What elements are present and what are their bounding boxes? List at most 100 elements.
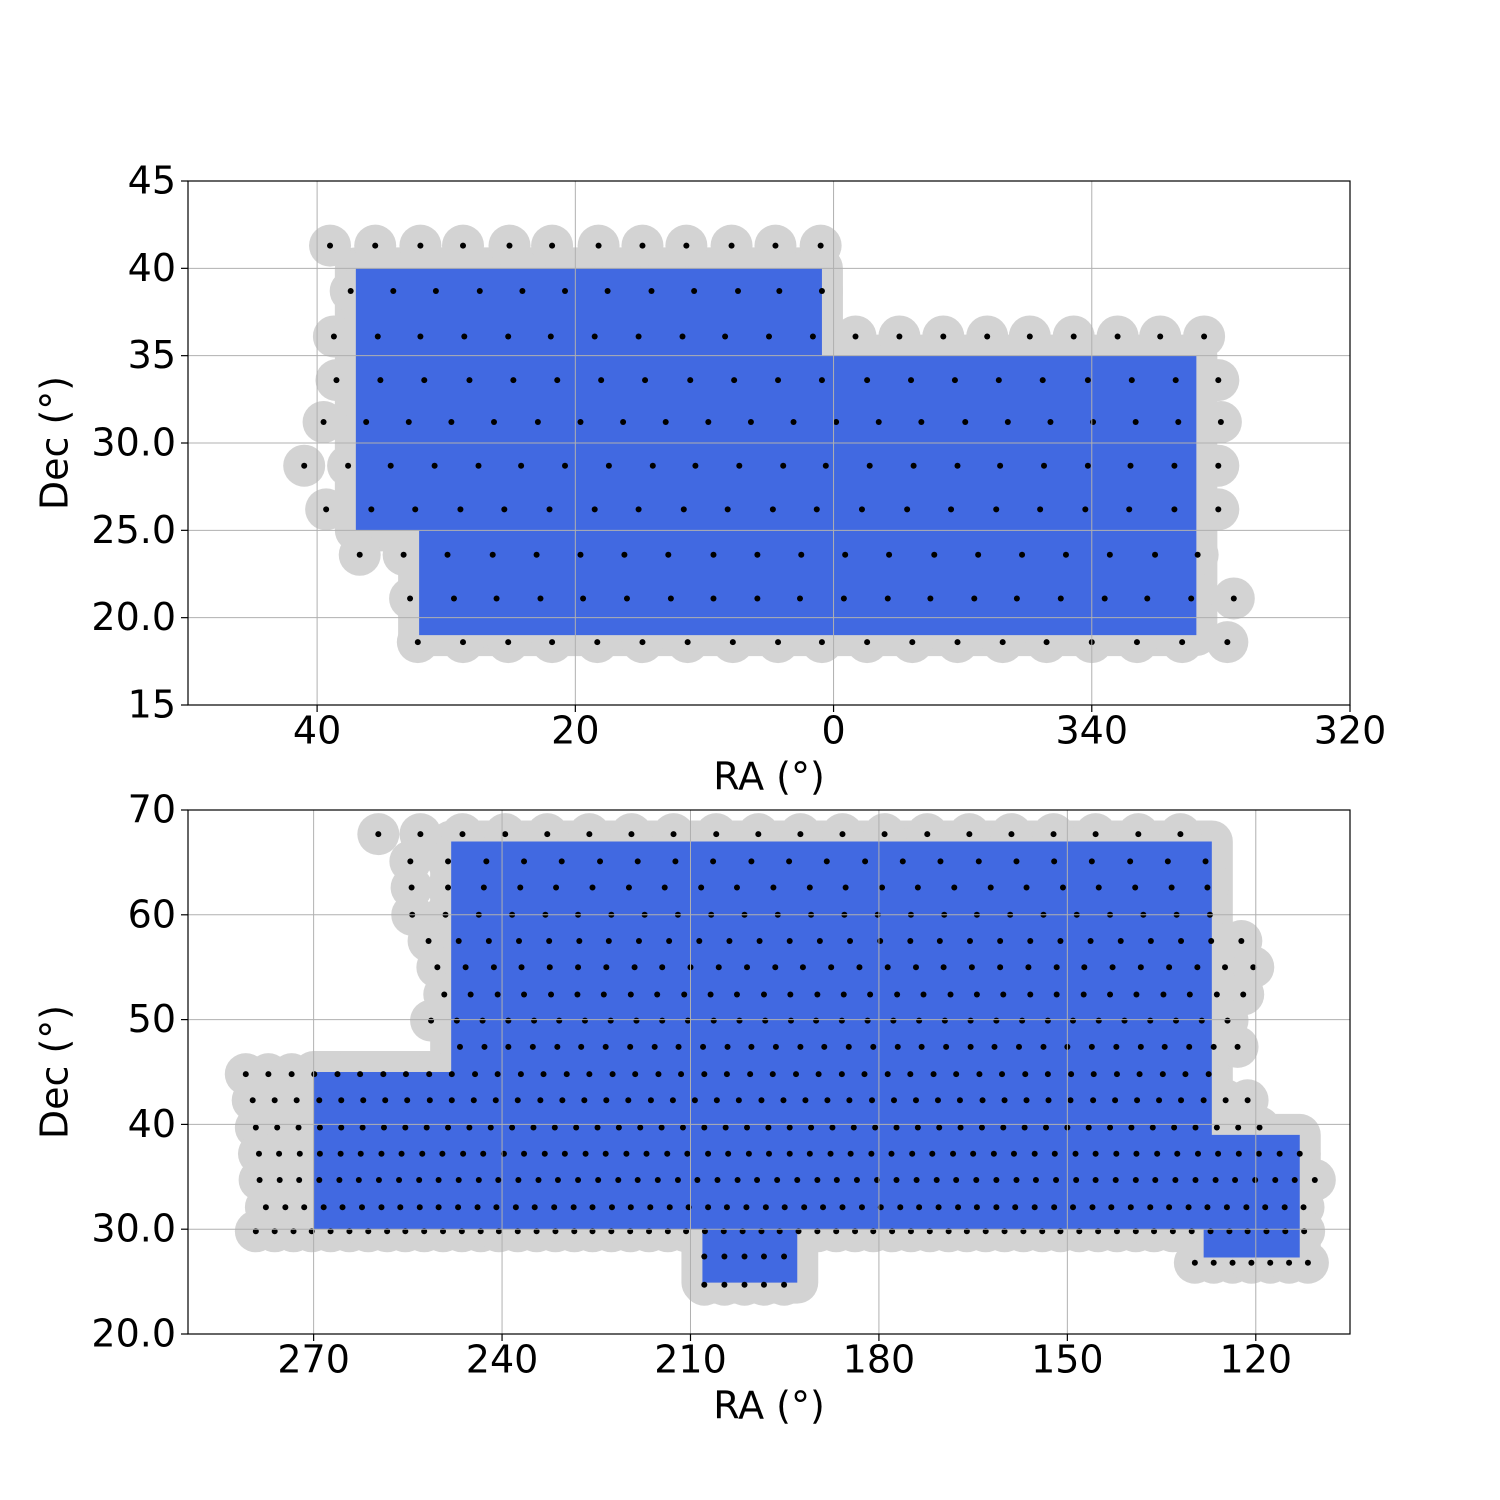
pointing	[927, 595, 934, 602]
pointing	[823, 858, 830, 865]
pointing	[576, 938, 583, 944]
pointing	[1188, 1228, 1195, 1235]
pointing	[589, 884, 596, 891]
pointing	[723, 1204, 730, 1211]
pointing	[955, 1204, 962, 1211]
pointing	[683, 242, 690, 249]
pointing	[950, 1150, 957, 1157]
pointing	[1008, 831, 1015, 838]
pointing	[562, 462, 569, 469]
pointing	[1147, 1017, 1154, 1024]
pointing	[505, 1017, 512, 1024]
pointing	[1286, 1259, 1293, 1266]
y-tick-label: 70	[128, 788, 176, 832]
pointing	[735, 1097, 742, 1104]
pointing	[1210, 1043, 1217, 1050]
pointing	[1084, 377, 1091, 384]
pointing	[775, 377, 782, 384]
pointing	[320, 419, 327, 426]
pointing	[973, 991, 980, 998]
pointing	[790, 419, 797, 426]
y-tick-label: 20.0	[91, 595, 176, 639]
pointing	[1027, 991, 1034, 998]
y-tick-label: 30.0	[91, 1207, 176, 1251]
pointing	[846, 1097, 853, 1104]
y-tick-label: 15	[128, 683, 176, 727]
pointing	[402, 1071, 409, 1078]
pointing	[968, 964, 975, 971]
pointing	[979, 1097, 986, 1104]
pointing	[1051, 1204, 1058, 1211]
pointing	[521, 1150, 528, 1157]
pointing	[754, 1176, 761, 1183]
pointing	[1070, 1204, 1077, 1211]
pointing	[533, 1228, 540, 1235]
pointing	[889, 1228, 896, 1235]
pointing	[710, 1017, 717, 1024]
pointing	[256, 1176, 263, 1183]
pointing	[907, 1071, 914, 1078]
pointing	[643, 1150, 650, 1157]
pointing	[877, 938, 884, 944]
pointing	[598, 377, 605, 384]
pointing	[726, 938, 733, 944]
x-tick-label: 210	[654, 1338, 727, 1382]
pointing	[766, 333, 772, 340]
pointing	[595, 242, 602, 249]
pointing	[577, 419, 584, 426]
pointing	[916, 1017, 923, 1024]
pointing	[316, 1150, 323, 1157]
pointing	[1300, 1204, 1307, 1211]
pointing	[776, 1228, 783, 1235]
pointing	[602, 1150, 609, 1157]
pointing	[754, 551, 761, 558]
pointing	[559, 1097, 566, 1104]
pointing	[978, 1124, 985, 1131]
y-tick-label: 50	[128, 997, 176, 1041]
pointing	[1127, 858, 1134, 865]
pointing	[1282, 1228, 1289, 1235]
pointing	[1152, 1176, 1159, 1183]
pointing	[796, 595, 803, 602]
pointing	[818, 288, 825, 295]
pointing	[1117, 938, 1124, 944]
pointing	[934, 1097, 941, 1104]
pointing	[390, 288, 397, 295]
pointing	[907, 938, 914, 944]
pointing	[744, 1124, 751, 1131]
pointing	[1109, 964, 1116, 971]
pointing	[1088, 1043, 1095, 1050]
pointing	[1013, 1176, 1020, 1183]
pointing	[733, 884, 740, 891]
x-axis-label: RA (°)	[713, 755, 825, 799]
y-tick-label: 25.0	[91, 508, 176, 552]
pointing	[931, 551, 938, 558]
pointing	[628, 831, 635, 838]
pointing	[861, 1071, 868, 1078]
pointing	[1182, 1071, 1189, 1078]
pointing	[553, 884, 560, 891]
pointing	[827, 1150, 834, 1157]
pointing	[467, 991, 474, 998]
pointing	[1051, 858, 1058, 865]
pointing	[274, 1124, 281, 1131]
pointing	[282, 1204, 289, 1211]
pointing	[896, 333, 903, 340]
pointing	[327, 242, 334, 249]
pointing	[345, 462, 352, 469]
pointing	[1157, 333, 1164, 340]
pointing	[540, 1071, 547, 1078]
pointing	[377, 377, 384, 384]
pointing	[327, 1228, 334, 1235]
pointing	[505, 333, 512, 340]
pointing	[1019, 1017, 1026, 1024]
pointing	[1090, 419, 1097, 426]
y-axis-label: Dec (°)	[33, 1005, 77, 1139]
pointing	[756, 938, 763, 944]
pointing	[1040, 1043, 1047, 1050]
pointing	[655, 1071, 662, 1078]
pointing	[658, 1124, 665, 1131]
pointing	[954, 462, 961, 469]
pointing	[589, 1204, 596, 1211]
